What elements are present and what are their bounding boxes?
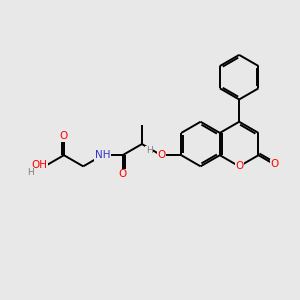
Text: O: O [270,159,279,170]
Text: O: O [118,169,127,179]
Text: NH: NH [95,150,110,160]
Text: O: O [235,161,243,171]
Text: H: H [27,168,34,177]
Text: OH: OH [32,160,47,170]
Text: O: O [60,131,68,141]
Text: H: H [146,146,153,155]
Text: O: O [157,150,165,160]
